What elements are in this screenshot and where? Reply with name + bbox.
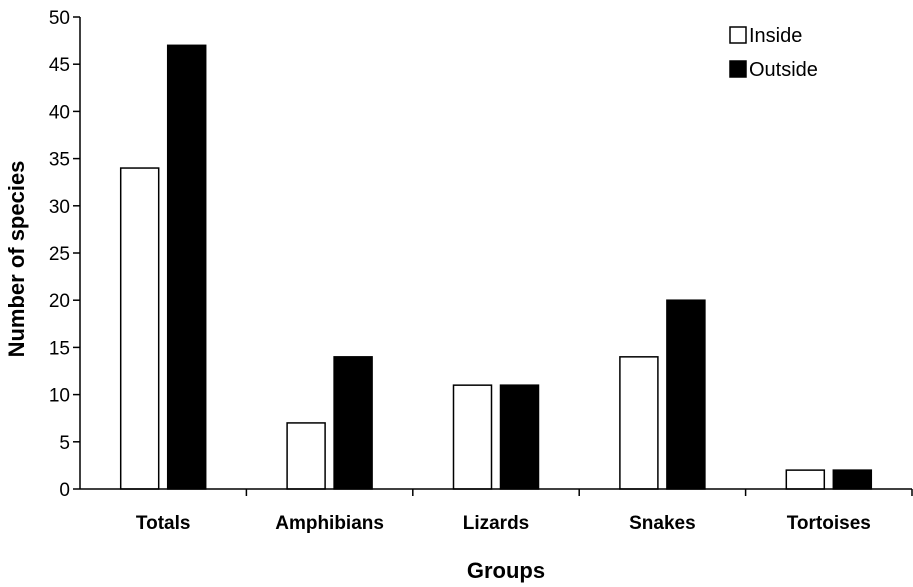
legend-label-inside: Inside [749,25,802,47]
bar-inside-snakes [619,356,659,490]
bar-outside-lizards [499,384,540,490]
category-label: Totals [136,513,191,534]
y-ticks: 0 5 10 15 20 25 30 35 40 45 50 [49,8,80,501]
y-tick-label: 25 [49,244,70,265]
bar-inside-amphibians [286,422,326,490]
bar-inside-totals [119,167,160,490]
bar-outside-tortoises [832,469,873,490]
x-ticks: Totals Amphibians Lizards Snakes Tortoises [136,489,913,534]
y-tick-label: 30 [49,197,70,218]
category-label: Snakes [629,513,696,534]
y-tick-label: 40 [49,102,70,123]
legend-label-outside: Outside [749,59,818,81]
legend-swatch-outside [729,60,747,78]
category-label: Lizards [463,513,530,534]
bar-outside-totals [166,44,207,490]
category-label: Amphibians [275,513,384,534]
bar-inside-lizards [452,384,493,490]
y-tick-label: 0 [59,480,70,501]
y-tick-label: 20 [49,291,70,312]
x-axis-title: Groups [467,558,545,583]
y-tick-label: 5 [59,433,70,454]
bar-outside-amphibians [333,356,373,490]
y-axis-title: Number of species [4,161,29,358]
y-tick-label: 50 [49,8,70,29]
legend: Inside Outside [729,25,818,81]
y-tick-label: 45 [49,55,70,76]
bar-outside-snakes [666,299,706,490]
bar-inside-tortoises [785,469,826,490]
legend-swatch-inside [729,26,747,44]
category-label: Tortoises [787,513,871,534]
y-tick-label: 15 [49,338,70,359]
y-tick-label: 10 [49,386,70,407]
bars-layer [119,44,873,490]
y-tick-label: 35 [49,150,70,171]
